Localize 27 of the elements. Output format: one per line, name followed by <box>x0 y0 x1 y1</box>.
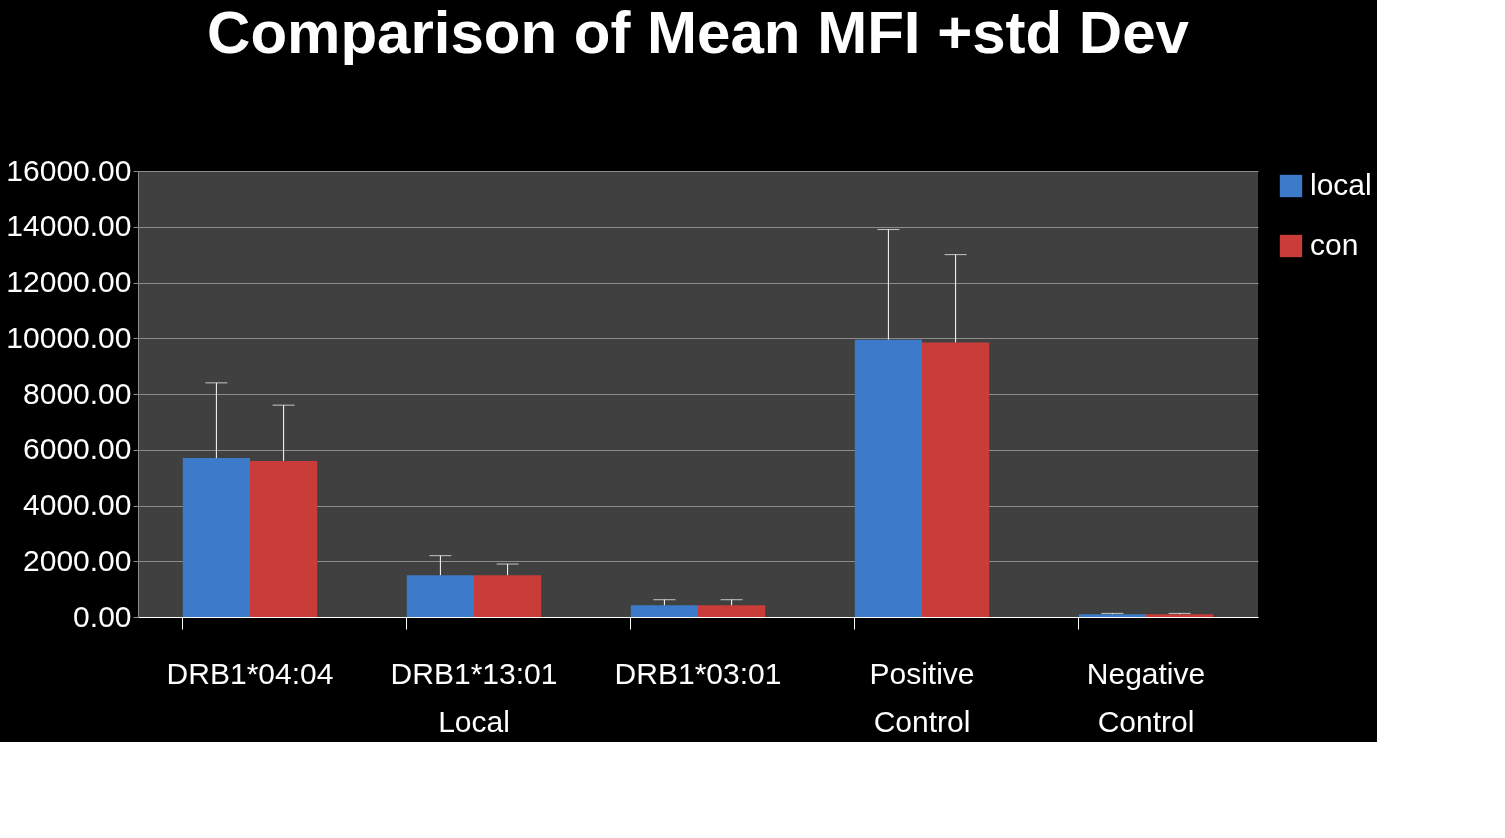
y-tick-label: 4000.00 <box>23 488 132 521</box>
bar <box>182 458 250 617</box>
y-tick-label: 16000.00 <box>6 153 132 187</box>
y-tick-label: 2000.00 <box>23 543 132 577</box>
bar <box>1146 614 1214 617</box>
y-tick-label: 6000.00 <box>23 432 132 466</box>
legend-label: local <box>1310 168 1372 201</box>
bar <box>922 342 990 617</box>
bar <box>474 575 542 617</box>
x-tick-label: Positive Control <box>869 656 975 738</box>
y-tick-label: 8000.00 <box>23 376 132 410</box>
bar <box>630 605 698 617</box>
chart-title: Comparison of Mean MFI +std Dev <box>207 0 1190 66</box>
bar <box>406 575 474 617</box>
bar <box>250 460 318 617</box>
bar <box>854 339 922 617</box>
bar <box>698 605 766 617</box>
y-tick-label: 10000.00 <box>6 320 132 354</box>
bar <box>1078 614 1146 617</box>
y-tick-label: 0.00 <box>73 599 132 633</box>
y-tick-label: 12000.00 <box>6 265 132 298</box>
x-tick-label: DRB1*03:01 <box>614 656 782 690</box>
x-tick-label: DRB1*04:04 <box>166 656 334 690</box>
x-tick-label: DRB1*13:01 Local <box>390 656 558 738</box>
y-tick-label: 14000.00 <box>6 209 132 243</box>
x-tick-label: Negative Control <box>1086 656 1206 738</box>
legend-label: con <box>1310 228 1359 261</box>
